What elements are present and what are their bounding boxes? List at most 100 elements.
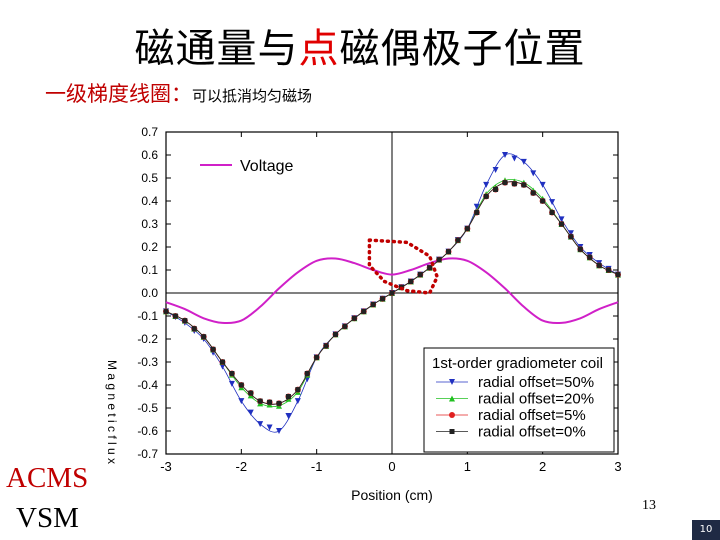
data-point <box>530 190 536 196</box>
data-point <box>257 421 264 428</box>
legend-label: radial offset=50% <box>478 374 594 391</box>
data-point <box>238 382 244 388</box>
data-point <box>568 234 574 240</box>
x-tick-label: 0 <box>388 459 395 474</box>
data-point <box>493 187 499 192</box>
legend-title: 1st-order gradiometer coil <box>432 355 603 372</box>
axis-ticks: -3 -2 -1 0 1 2 3 -0.7 -0.6 -0.5 -0.4 -0.3 -0.2 -0.1 0.… <box>137 125 621 474</box>
data-point <box>549 199 556 206</box>
y-tick-label: -0.1 <box>137 309 158 323</box>
data-point <box>558 216 565 223</box>
x-tick-label: 2 <box>539 459 546 474</box>
data-point <box>182 318 188 324</box>
data-point <box>446 249 451 255</box>
y-tick-label: 0.3 <box>141 217 158 231</box>
data-point <box>502 152 508 158</box>
data-point <box>304 371 310 376</box>
data-point <box>257 398 263 404</box>
y-tick-label: 0.7 <box>141 125 158 139</box>
data-point <box>455 237 461 243</box>
legend-voltage-label: Voltage <box>240 158 293 175</box>
acms-label: ACMS <box>6 462 89 494</box>
data-point <box>530 170 537 177</box>
title-accent: 点 <box>298 26 340 72</box>
data-point <box>474 210 480 215</box>
data-point <box>502 180 508 186</box>
series-4 <box>163 180 621 406</box>
data-point <box>540 198 546 204</box>
data-point <box>492 166 499 173</box>
data-point <box>370 302 376 307</box>
y-tick-label: -0.2 <box>137 332 158 346</box>
data-point <box>285 413 292 420</box>
data-point <box>615 272 621 278</box>
data-point <box>295 387 301 393</box>
data-point <box>596 262 602 268</box>
y-tick-label: 0.2 <box>141 240 158 254</box>
data-point <box>464 226 470 232</box>
data-point <box>449 429 455 434</box>
data-point <box>427 265 433 271</box>
x-tick-label: -2 <box>236 459 248 474</box>
y-tick-label: -0.4 <box>137 378 158 392</box>
data-point <box>567 230 574 237</box>
legend-box <box>423 347 615 453</box>
data-point <box>228 380 235 387</box>
data-point <box>511 155 518 162</box>
x-tick-label: 1 <box>464 459 471 474</box>
x-tick-label: -1 <box>311 459 323 474</box>
subtitle-main: 一级梯度线圈： <box>45 82 192 106</box>
data-point <box>238 398 245 405</box>
series-0 <box>165 257 619 325</box>
data-point <box>266 424 273 431</box>
data-point <box>172 313 178 319</box>
subtitle-note: 可以抵消均匀磁场 <box>192 87 313 105</box>
data-point <box>549 210 555 215</box>
title-part-2: 磁偶极子位置 <box>339 26 586 72</box>
data-point <box>163 308 169 314</box>
data-point <box>294 398 301 405</box>
slide-title: 磁通量与点磁偶极子位置 <box>0 16 720 74</box>
vsm-label: VSM <box>16 502 79 534</box>
data-point <box>333 331 338 337</box>
data-point <box>417 272 423 278</box>
data-point <box>577 246 583 252</box>
data-point <box>539 181 546 188</box>
title-part-1: 磁通量与 <box>134 26 299 72</box>
data-point <box>210 346 216 352</box>
series-line <box>165 257 619 325</box>
data-point <box>220 359 225 365</box>
legend-label: radial offset=0% <box>478 424 586 441</box>
data-point <box>587 254 593 260</box>
data-point <box>521 182 527 188</box>
data-point <box>314 354 320 360</box>
data-point <box>449 379 455 385</box>
y-tick-label: 0.4 <box>141 194 158 208</box>
data-point <box>380 296 386 302</box>
slide-number-badge: 10 <box>692 520 720 540</box>
y-tick-label: 0.1 <box>141 263 158 277</box>
data-point <box>483 181 490 188</box>
y-tick-label: 0.5 <box>141 171 158 185</box>
data-point <box>449 395 455 402</box>
data-point <box>276 428 282 434</box>
data-point <box>248 390 254 396</box>
data-point <box>436 257 442 263</box>
data-point <box>229 371 235 376</box>
series-layer <box>163 152 621 434</box>
x-axis-label: Position (cm) <box>351 487 433 503</box>
y-tick-label: 0.6 <box>141 148 158 162</box>
annotation-layer <box>367 238 440 295</box>
data-point <box>342 323 348 329</box>
data-point <box>483 193 489 199</box>
y-tick-label: -0.3 <box>137 355 158 369</box>
data-point <box>361 308 367 314</box>
x-tick-label: 3 <box>614 459 621 474</box>
data-point <box>267 399 273 405</box>
data-point <box>285 394 291 399</box>
data-point <box>219 363 226 370</box>
y-tick-label: -0.6 <box>137 424 158 438</box>
data-point <box>559 221 564 227</box>
data-point <box>389 290 395 296</box>
